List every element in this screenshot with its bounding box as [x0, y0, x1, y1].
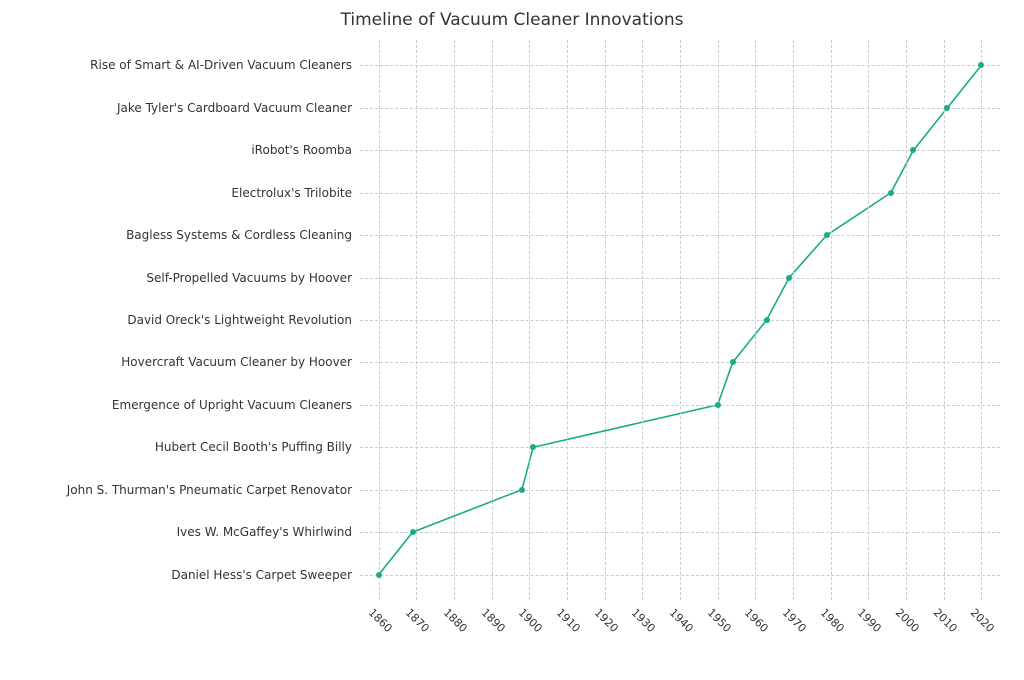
x-tick-label: 1900 [516, 606, 545, 635]
chart-title: Timeline of Vacuum Cleaner Innovations [0, 10, 1024, 30]
grid-line-horizontal [360, 65, 1000, 66]
x-tick-label: 1980 [817, 606, 846, 635]
grid-line-horizontal [360, 235, 1000, 236]
data-point-marker [910, 147, 916, 153]
grid-line-horizontal [360, 150, 1000, 151]
timeline-chart: Timeline of Vacuum Cleaner Innovations 1… [0, 0, 1024, 680]
y-tick-label: Jake Tyler's Cardboard Vacuum Cleaner [117, 101, 360, 115]
y-tick-label: Bagless Systems & Cordless Cleaning [126, 228, 360, 242]
x-tick-label: 2020 [968, 606, 997, 635]
y-tick-label: Self-Propelled Vacuums by Hoover [146, 271, 360, 285]
grid-line-horizontal [360, 193, 1000, 194]
data-point-marker [764, 317, 770, 323]
x-tick-label: 2000 [893, 606, 922, 635]
grid-line-horizontal [360, 320, 1000, 321]
x-tick-label: 1920 [592, 606, 621, 635]
y-tick-label: Hubert Cecil Booth's Puffing Billy [155, 440, 360, 454]
data-point-marker [376, 572, 382, 578]
x-tick-label: 1940 [667, 606, 696, 635]
y-tick-label: David Oreck's Lightweight Revolution [127, 313, 360, 327]
data-point-marker [786, 275, 792, 281]
y-tick-label: Hovercraft Vacuum Cleaner by Hoover [121, 355, 360, 369]
y-tick-label: Emergence of Upright Vacuum Cleaners [112, 398, 360, 412]
grid-line-horizontal [360, 447, 1000, 448]
data-point-marker [530, 444, 536, 450]
x-tick-label: 1860 [366, 606, 395, 635]
x-tick-label: 1870 [403, 606, 432, 635]
x-tick-label: 1930 [629, 606, 658, 635]
grid-line-horizontal [360, 532, 1000, 533]
grid-line-horizontal [360, 108, 1000, 109]
x-tick-label: 2010 [930, 606, 959, 635]
plot-area: 1860187018801890190019101920193019401950… [360, 40, 1000, 600]
grid-line-horizontal [360, 575, 1000, 576]
x-tick-label: 1950 [704, 606, 733, 635]
grid-line-horizontal [360, 278, 1000, 279]
y-tick-label: iRobot's Roomba [251, 143, 360, 157]
grid-line-horizontal [360, 405, 1000, 406]
data-point-marker [824, 232, 830, 238]
data-point-marker [410, 529, 416, 535]
y-tick-label: Rise of Smart & AI-Driven Vacuum Cleaner… [90, 58, 360, 72]
y-tick-label: John S. Thurman's Pneumatic Carpet Renov… [67, 483, 360, 497]
y-tick-label: Electrolux's Trilobite [231, 186, 360, 200]
x-tick-label: 1970 [780, 606, 809, 635]
data-point-marker [888, 190, 894, 196]
data-point-marker [978, 62, 984, 68]
x-tick-label: 1990 [855, 606, 884, 635]
x-tick-label: 1910 [554, 606, 583, 635]
x-tick-label: 1880 [441, 606, 470, 635]
grid-line-horizontal [360, 490, 1000, 491]
y-tick-label: Ives W. McGaffey's Whirlwind [177, 525, 360, 539]
y-tick-label: Daniel Hess's Carpet Sweeper [171, 568, 360, 582]
x-tick-label: 1960 [742, 606, 771, 635]
x-tick-label: 1890 [479, 606, 508, 635]
data-point-marker [519, 487, 525, 493]
grid-line-horizontal [360, 362, 1000, 363]
data-point-marker [730, 359, 736, 365]
data-point-marker [944, 105, 950, 111]
data-point-marker [715, 402, 721, 408]
